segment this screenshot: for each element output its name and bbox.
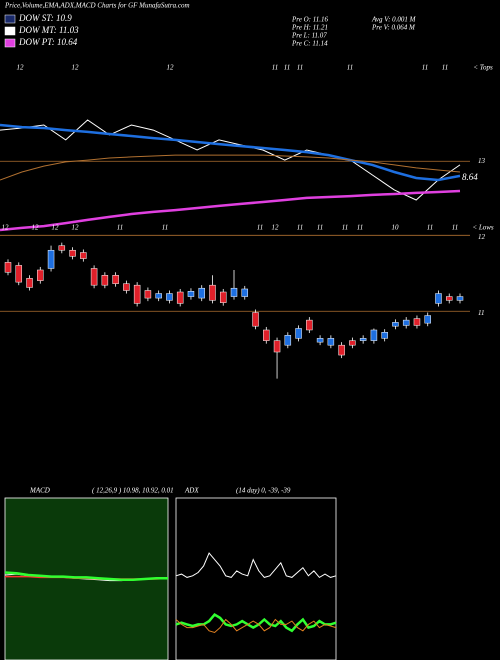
date-label: 11	[422, 64, 428, 72]
candle-body	[219, 291, 227, 303]
date-label: 12	[72, 224, 80, 232]
indicator-line	[0, 154, 461, 181]
candle-body	[187, 291, 195, 297]
date-label: 12	[272, 224, 280, 232]
date-label: 11	[284, 64, 290, 72]
indicator-line	[175, 552, 337, 579]
candle-body	[155, 293, 162, 299]
candle-body	[263, 329, 270, 341]
candle-body	[37, 269, 44, 281]
date-label: 12	[32, 224, 40, 232]
y-tick-label: 11	[478, 309, 484, 317]
stat: Pre H: 11.21	[291, 24, 328, 32]
candle-body	[349, 340, 356, 346]
date-label: 11	[162, 224, 168, 232]
legend-label: DOW ST: 10.9	[18, 13, 72, 23]
date-label: 12	[52, 224, 60, 232]
candle-body	[392, 322, 399, 327]
candle-body	[176, 291, 184, 304]
candle-body	[338, 344, 345, 356]
candle-body	[133, 284, 141, 304]
candle-body	[26, 278, 33, 288]
date-label: 10	[392, 224, 400, 232]
candle-body	[295, 328, 302, 339]
annotation: 8.64	[462, 172, 478, 182]
date-label: 11	[272, 64, 278, 72]
candle-body	[80, 252, 87, 259]
adx-panel	[175, 497, 337, 660]
date-label: 11	[297, 64, 303, 72]
candle-body	[435, 293, 442, 304]
candle-body	[209, 284, 216, 301]
stat: Pre C: 11.14	[291, 40, 328, 48]
stat: Pre O: 11.16	[291, 16, 328, 24]
candle-body	[90, 268, 98, 286]
candle-body	[4, 262, 12, 273]
y-tick-label: 13	[478, 157, 486, 165]
macd-params: ( 12,26,9 ) 10.98, 10.92, 0.01	[92, 487, 174, 495]
stat: Pre L: 11.07	[291, 32, 327, 40]
date-label: 11	[427, 224, 433, 232]
candle-body	[402, 319, 410, 326]
indicator-line	[175, 618, 337, 634]
date-label: 11	[257, 224, 263, 232]
date-label: 11	[452, 224, 458, 232]
indicator-line	[4, 571, 168, 582]
candle-body	[241, 288, 249, 297]
adx-title: ADX	[184, 487, 199, 495]
date-label: 11	[297, 224, 303, 232]
date-label: 12	[167, 64, 175, 72]
date-label: 11	[342, 224, 348, 232]
candle-body	[144, 290, 152, 299]
candle-body	[69, 249, 76, 257]
candle-body	[123, 283, 130, 291]
candle-body	[413, 318, 421, 326]
indicator-line	[0, 189, 461, 232]
candle-body	[112, 275, 119, 284]
candle-body	[273, 340, 281, 353]
date-label: 11	[317, 224, 323, 232]
stat: Pre V: 0.064 M	[371, 24, 416, 32]
macd-title: MACD	[29, 487, 50, 495]
candle-body	[445, 296, 453, 301]
candle-body	[252, 312, 259, 327]
candle-body	[47, 249, 55, 269]
date-label: 12	[17, 64, 25, 72]
candle-body	[316, 338, 324, 343]
date-label: 12	[2, 224, 10, 232]
date-label: < Tops	[473, 64, 493, 72]
stat: Avg V: 0.001 M	[371, 16, 417, 24]
candle-body	[101, 275, 109, 286]
candle-body	[424, 315, 431, 324]
page-title: Price,Volume,EMA,ADX,MACD Charts for GF …	[4, 2, 190, 10]
y-tick-label: 12	[478, 233, 486, 241]
date-label: < Lows	[472, 224, 494, 232]
indicator-line	[0, 123, 461, 182]
candle-body	[370, 329, 378, 341]
legend-swatch	[4, 14, 16, 24]
legend-swatch	[4, 26, 16, 36]
candle-body	[58, 245, 66, 251]
legend-swatch	[4, 38, 16, 48]
candle-body	[306, 319, 313, 331]
legend-label: DOW PT: 10.64	[18, 37, 78, 47]
date-label: 11	[117, 224, 123, 232]
date-label: 11	[442, 64, 448, 72]
candle-body	[230, 287, 238, 297]
date-label: 12	[72, 64, 80, 72]
date-label: 11	[357, 224, 363, 232]
legend-label: DOW MT: 11.03	[18, 25, 79, 35]
candle-body	[166, 293, 173, 301]
candle-body	[327, 338, 335, 346]
candle-body	[284, 335, 292, 346]
candle-body	[456, 296, 464, 301]
candle-body	[381, 332, 388, 339]
candle-body	[198, 287, 205, 299]
candle-body	[359, 338, 367, 341]
candle-body	[15, 265, 23, 283]
date-label: 11	[347, 64, 353, 72]
adx-params: (14 day) 0, -39, -39	[236, 487, 291, 495]
